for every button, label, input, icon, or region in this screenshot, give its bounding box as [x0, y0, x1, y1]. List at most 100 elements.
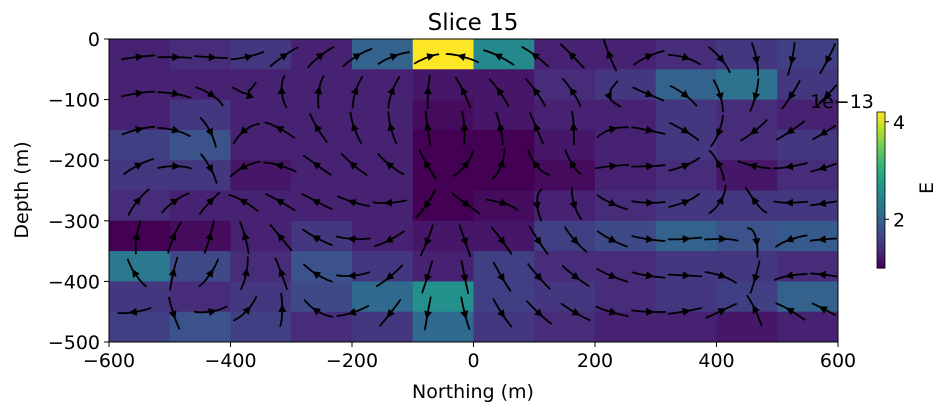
- colorbar-segment: [877, 132, 885, 136]
- streamline-arrow: [715, 92, 724, 101]
- colorbar-segment: [877, 213, 885, 217]
- x-tick-label: −200: [326, 350, 378, 372]
- colorbar-segment: [877, 252, 885, 256]
- colorbar-segment: [877, 231, 885, 235]
- colorbar-segment: [877, 135, 885, 139]
- colorbar-segment: [877, 260, 885, 264]
- colorbar-segment: [877, 179, 885, 183]
- colorbar-segment: [877, 190, 885, 194]
- colorbar-segment: [877, 192, 885, 196]
- streamline-arrow: [311, 199, 321, 207]
- streamline-arrow: [785, 307, 795, 316]
- heatmap-cell: [169, 190, 231, 222]
- streamline-arrow: [825, 55, 833, 64]
- streamline-arrow: [716, 128, 724, 137]
- streamline-arrow: [645, 235, 655, 243]
- colorbar-segment: [877, 140, 885, 144]
- heatmap-cell: [716, 39, 778, 70]
- streamline-arrow: [351, 122, 359, 132]
- colorbar-segment: [877, 200, 885, 204]
- heatmap-cell: [595, 251, 657, 282]
- streamline-arrow: [494, 53, 503, 61]
- heatmap-cell: [230, 251, 292, 282]
- streamline-arrow: [426, 53, 436, 61]
- heatmap-cell: [352, 39, 414, 70]
- streamline-arrow: [644, 89, 654, 98]
- y-axis-label: Depth (m): [11, 141, 33, 238]
- streamline-arrow: [497, 236, 506, 246]
- y-tick-label: −100: [48, 90, 100, 112]
- colorbar-segment: [877, 127, 885, 131]
- streamline-arrow: [423, 85, 432, 95]
- streamline-arrow: [208, 53, 217, 62]
- heatmap-cell: [412, 69, 474, 101]
- colorbar-segment: [877, 184, 885, 188]
- heatmap-cell: [230, 99, 292, 131]
- heatmap-cell: [777, 99, 839, 131]
- streamline-arrow: [748, 162, 758, 171]
- streamline-arrow: [571, 308, 581, 316]
- colorbar-segment: [877, 208, 885, 212]
- colorbar-segment: [877, 247, 885, 251]
- colorbar-tick-label: 4: [893, 112, 905, 134]
- colorbar-tick-label: 2: [893, 209, 905, 231]
- colorbar-segment: [877, 171, 885, 175]
- heatmap-cell: [534, 311, 596, 343]
- streamline-arrow: [168, 231, 177, 241]
- streamline-arrow: [570, 236, 579, 245]
- heatmap-cell: [595, 281, 657, 313]
- x-tick-label: 200: [577, 350, 613, 372]
- streamline-arrow: [645, 125, 655, 134]
- streamline-arrow: [644, 53, 654, 61]
- streamline-arrow: [312, 307, 321, 316]
- heatmap-cell: [534, 129, 596, 161]
- heatmap: [109, 39, 839, 343]
- streamline-arrow: [569, 122, 578, 131]
- streamline-arrow: [239, 198, 248, 207]
- streamline-arrow: [277, 85, 286, 94]
- streamline-arrow: [604, 91, 612, 101]
- colorbar-segment: [877, 229, 885, 233]
- streamline-arrow: [752, 56, 760, 65]
- streamline-arrow: [645, 271, 655, 280]
- heatmap-cell: [777, 39, 839, 70]
- heatmap-cell: [291, 311, 353, 343]
- y-tick-label: −200: [48, 150, 100, 172]
- streamline-arrow: [784, 198, 793, 207]
- streamline-arrow: [497, 159, 505, 168]
- streamline-arrow: [719, 234, 728, 243]
- streamline-arrow: [817, 270, 827, 279]
- streamline-arrow: [571, 272, 580, 280]
- streamline-arrow: [788, 91, 797, 100]
- heatmap-cell: [716, 69, 778, 101]
- streamline-arrow: [681, 53, 691, 61]
- streamline-arrow: [788, 56, 797, 65]
- colorbar-segment: [877, 249, 885, 253]
- streamline-arrow: [681, 162, 691, 171]
- x-tick-label: 400: [698, 350, 734, 372]
- heatmap-cell: [109, 190, 171, 222]
- heatmap-cell: [352, 99, 414, 131]
- colorbar-segment: [877, 257, 885, 261]
- streamline-arrow: [135, 89, 144, 98]
- streamline-arrow: [533, 122, 542, 132]
- x-tick-label: 600: [820, 350, 856, 372]
- streamline-arrow: [682, 307, 691, 316]
- colorbar-segment: [877, 226, 885, 230]
- streamline-arrow: [170, 198, 179, 206]
- chart-title: Slice 15: [428, 10, 519, 36]
- heatmap-cell: [777, 281, 839, 313]
- streamline-arrow: [424, 122, 432, 131]
- streamline-arrow: [135, 53, 144, 62]
- streamline-arrow: [823, 90, 833, 100]
- streamline-arrow: [568, 51, 577, 61]
- colorbar-multiplier: 1e−13: [810, 91, 874, 113]
- streamline-arrow: [314, 86, 323, 95]
- streamline-arrow: [383, 198, 392, 207]
- streamline-arrow: [497, 122, 505, 132]
- colorbar-label: E: [916, 182, 938, 194]
- colorbar-segment: [877, 221, 885, 225]
- streamline-arrow: [534, 272, 543, 282]
- streamline-arrow: [531, 52, 540, 61]
- heatmap-cell: [169, 160, 231, 191]
